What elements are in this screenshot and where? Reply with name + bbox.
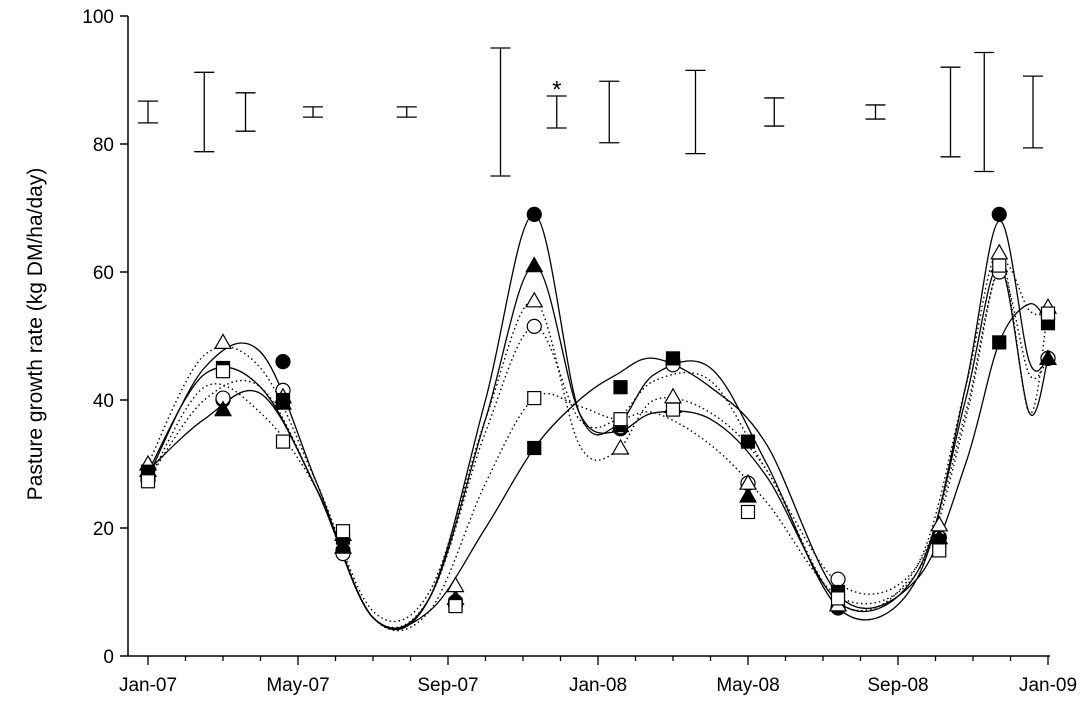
error-bar: [138, 100, 158, 124]
fitted-curve-filled-square: [147, 303, 1049, 629]
marker-filled-triangle: [525, 256, 544, 273]
error-bar: [490, 47, 511, 177]
y-tick-label: 0: [103, 647, 114, 668]
x-tick-label: Sep-08: [867, 675, 928, 696]
marker-open-square: [275, 434, 291, 449]
series-open-square: [140, 258, 1056, 614]
x-tick-label: May-08: [716, 675, 779, 696]
marker-open-square: [215, 364, 231, 379]
error-bar: [974, 51, 995, 173]
marker-filled-circle: [526, 206, 542, 222]
marker-filled-triangle: [213, 400, 233, 417]
marker-filled-circle: [991, 206, 1007, 222]
error-bar: [396, 106, 417, 118]
marker-open-square: [448, 598, 463, 614]
y-tick-label: 40: [93, 391, 114, 412]
marker-open-triangle: [930, 515, 949, 532]
marker-open-square: [335, 524, 351, 539]
marker-open-square: [932, 543, 947, 558]
marker-open-square: [740, 504, 756, 520]
x-tick-label: Sep-07: [417, 675, 478, 696]
marker-filled-triangle: [1038, 349, 1058, 365]
data-markers: [138, 206, 1058, 616]
marker-filled-square: [275, 392, 291, 408]
axes: [120, 15, 1050, 665]
marker-open-square: [1040, 306, 1056, 321]
x-tick-label: Jan-07: [119, 675, 177, 696]
marker-filled-square: [613, 380, 628, 395]
marker-filled-circle: [275, 354, 291, 370]
tick-labels: 0 20 40 60 80 100 Jan-07 May-07 Sep-07 Jan-08 May-…: [82, 7, 1077, 696]
marker-open-square: [830, 591, 846, 606]
significance-asterisk: *: [552, 77, 561, 104]
marker-open-triangle: [663, 387, 683, 404]
marker-open-square: [613, 412, 628, 427]
error-bar: [764, 97, 785, 127]
error-bar: [685, 69, 706, 155]
error-bar: [235, 92, 256, 132]
marker-filled-square: [740, 434, 756, 449]
error-bar: [303, 106, 323, 118]
fitted-curve-filled-circle: [147, 213, 1049, 631]
annotations: *: [552, 77, 561, 104]
series-open-triangle: [138, 243, 1058, 612]
error-bar: [940, 66, 961, 158]
marker-open-square: [140, 474, 156, 489]
marker-open-triangle: [611, 438, 630, 455]
marker-open-square: [665, 402, 681, 417]
x-tick-label: Jan-08: [569, 675, 627, 696]
error-bar: [1023, 75, 1043, 149]
error-bar: [546, 95, 567, 129]
y-tick-label: 100: [82, 7, 114, 28]
error-bar: [599, 80, 620, 144]
marker-open-square: [527, 390, 542, 406]
marker-open-circle: [526, 318, 542, 334]
y-tick-label: 60: [93, 263, 114, 284]
marker-filled-square: [665, 351, 681, 366]
x-tick-label: Jan-09: [1019, 675, 1077, 696]
marker-open-triangle: [213, 333, 233, 349]
y-axis-label: Pasture growth rate (kg DM/ha/day): [24, 168, 47, 501]
error-bar: [194, 71, 215, 153]
marker-open-circle: [830, 571, 846, 587]
x-tick-label: May-07: [266, 675, 329, 696]
marker-filled-triangle: [738, 486, 758, 503]
error-bars: [138, 47, 1043, 177]
marker-open-triangle: [525, 291, 544, 308]
y-tick-label: 80: [93, 135, 114, 156]
fitted-curves: [147, 213, 1049, 632]
marker-open-square: [992, 258, 1007, 273]
marker-open-triangle: [738, 473, 758, 490]
marker-filled-triangle: [333, 537, 353, 554]
error-bar: [865, 104, 886, 120]
marker-open-triangle: [446, 576, 465, 593]
marker-filled-square: [992, 335, 1007, 350]
y-tick-label: 20: [93, 519, 114, 540]
marker-filled-square: [527, 440, 542, 456]
fitted-curve-open-circle: [147, 271, 1049, 629]
marker-open-triangle: [990, 243, 1009, 260]
